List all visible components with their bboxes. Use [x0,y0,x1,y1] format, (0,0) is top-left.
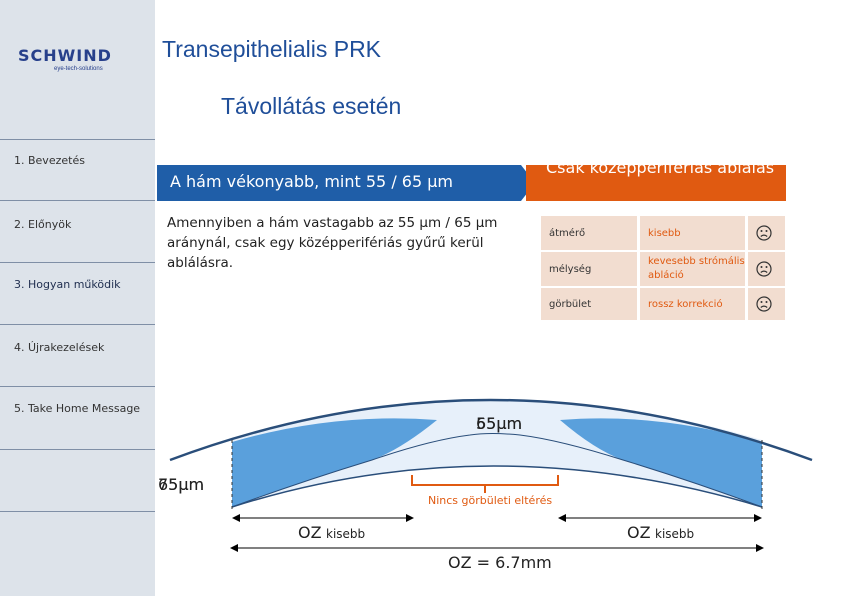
table-cell-effect: kisebb [640,216,745,250]
body-paragraph: Amennyiben a hám vastagabb az 55 µm / 65… [167,215,498,271]
sad-face-icon [756,261,772,277]
logo-wordmark: SCHWIND [18,46,112,65]
schwind-logo: SCHWIND eye-tech-solutions [18,46,120,74]
orange-banner: Csak középperifériás ablálás [526,165,786,201]
center-thickness-label-a: 55µm [476,414,523,433]
oz-right-label: OZ kisebb [627,523,694,543]
sidebar-item-elonyok[interactable]: 2. Előnyök [14,218,72,231]
sidebar-item-bevezetes[interactable]: 1. Bevezetés [14,154,85,167]
sidebar-divider [0,139,155,140]
center-thickness-label-b: 65µm [476,414,523,433]
oz-arrowhead [754,514,762,522]
oz-right-note: kisebb [655,527,695,541]
sad-face-icon [756,296,772,312]
table-cell-param: görbület [541,288,637,320]
sidebar-item-hogyan-mukodik[interactable]: 3. Hogyan működik [14,278,121,291]
orange-banner-text: Csak középperifériás ablálás [546,165,775,177]
sidebar-divider [0,449,155,450]
oz-arrowhead [230,544,238,552]
sidebar: SCHWIND eye-tech-solutions 1. Bevezetés … [0,0,155,596]
sidebar-divider [0,200,155,201]
table-cell-icon [748,216,785,250]
table-cell-param: átmérő [541,216,637,250]
oz-arrowhead [756,544,764,552]
edge-thickness-label-b: 75µm [158,475,205,494]
table-cell-param: mélység [541,252,637,286]
slide-title: Transepithelialis PRK [162,36,382,62]
oz-left-label: OZ kisebb [298,523,365,543]
epithelium-bottom-curve [231,465,763,508]
sidebar-divider [0,386,155,387]
table-cell-effect: rossz korrekció [640,288,745,320]
stroma-surface [231,433,763,508]
oz-arrowhead [558,514,566,522]
sidebar-item-ujrakezelesek[interactable]: 4. Újrakezelések [14,341,105,354]
center-note: Nincs görbületi eltérés [428,494,553,507]
table-cell-icon [748,252,785,286]
banner-arrow-shape [157,165,535,201]
table-cell-icon [748,288,785,320]
sidebar-divider [0,262,155,263]
sad-face-icon [756,225,772,241]
sidebar-divider [0,511,155,512]
sidebar-divider [0,324,155,325]
table-cell-effect: kevesebb strómális abláció [640,252,745,286]
oz-total-label: OZ = 6.7mm [448,553,552,572]
oz-left-text: OZ [298,523,322,542]
oz-arrowhead [232,514,240,522]
oz-right-text: OZ [627,523,651,542]
edge-thickness-label-a: 65µm [158,475,205,494]
logo-tagline: eye-tech-solutions [54,66,103,72]
epithelium-top-curve [169,398,813,462]
center-bracket [411,475,559,486]
sidebar-item-take-home-message[interactable]: 5. Take Home Message [14,402,141,415]
oz-arrowhead [406,514,414,522]
ablation-ring-right [560,418,762,507]
ablation-ring-left [232,418,437,507]
slide-subtitle: Távollátás esetén [221,93,402,119]
banner-text: A hám vékonyabb, mint 55 / 65 µm [170,172,454,191]
oz-left-note: kisebb [326,527,366,541]
